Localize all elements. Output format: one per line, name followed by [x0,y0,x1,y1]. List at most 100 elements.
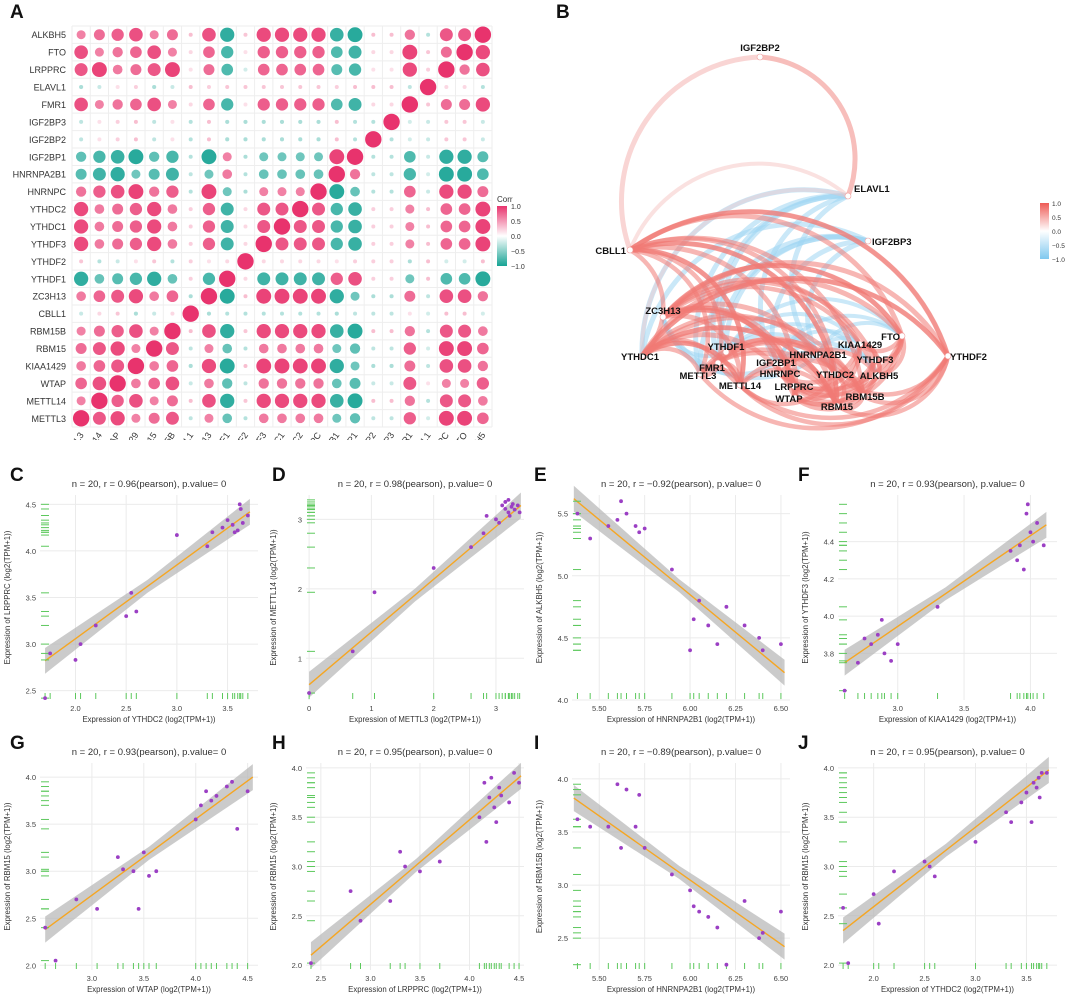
corr-dot [330,272,343,285]
data-point [637,530,642,535]
corr-dot [458,220,471,233]
row-label: RBM15 [36,344,66,354]
plot-title: n = 20, r = −0.92(pearson), p.value= 0 [601,479,761,490]
corr-dot [371,381,376,386]
corr-dot [220,27,235,42]
y-tick-label: 5.5 [558,510,568,519]
regression-line [308,504,522,686]
corr-dot [389,32,394,37]
network-node [864,237,872,245]
corr-dot [346,148,364,165]
corr-dot [225,259,230,264]
network-edge [639,187,851,359]
corr-dot [76,291,86,302]
x-tick-label: 3.5 [415,974,425,983]
panel-h: H n = 20, r = 0.95(pearson), p.value= 0 2… [266,733,532,1000]
y-tick-label: 4.4 [824,538,834,547]
y-tick-label: 3.0 [558,881,568,890]
corr-dot [426,346,431,351]
y-tick-label: 3.0 [824,863,834,872]
corr-dot [389,154,394,159]
corr-dot [131,169,141,179]
plot-title: n = 20, r = 0.98(pearson), p.value= 0 [338,479,492,490]
corr-dot [147,45,161,59]
corr-dot [220,202,234,216]
data-point [697,598,702,603]
data-point [757,635,762,640]
corr-dot [403,342,416,355]
data-point [214,794,219,798]
data-point [688,648,692,653]
corr-dot [348,219,362,234]
data-point [500,503,505,508]
data-point [506,497,511,502]
col-label: FMR1 [392,430,414,440]
corr-dot [313,169,324,180]
node-label: YTHDC1 [621,352,660,363]
corr-dot [371,32,376,37]
data-point [706,915,711,919]
network-node [772,359,780,367]
corr-dot [94,99,104,109]
corr-dot [279,119,285,124]
data-point [154,869,159,874]
correlation-heatmap: ALKBH5 FTO LRPPRC ELAVL1 FMR1 IGF2BP3 IGF2BP2 I… [13,25,525,440]
corr-dot [404,29,415,40]
corr-dot [426,241,431,246]
plot-title: n = 20, r = 0.95(pearson), p.value= 0 [870,747,1024,758]
panel-b: B IGF2BP2 ELAVL1 IGF2BP3 CBLL1 ZC3H13 YTHDC1 F… [530,0,1065,440]
corr-dot [112,203,124,215]
corr-dot [73,236,89,252]
corr-dot [203,64,215,76]
corr-dot [426,50,431,55]
corr-dot [276,378,288,389]
corr-dot [258,169,269,180]
network-edge [627,209,951,359]
corr-dot [439,289,454,304]
data-point [1036,775,1041,780]
corr-dot [79,259,84,264]
corr-dot [313,413,324,424]
corr-dot [203,46,215,58]
corr-dot [257,202,271,216]
corr-dot [457,341,473,357]
corr-dot [313,378,324,389]
x-axis-label: Expression of HNRNPA2B1 (log2(TPM+1)) [607,715,756,724]
data-point [973,839,978,844]
corr-dot [444,311,449,316]
corr-dot [371,398,376,403]
corr-dot [477,360,489,372]
corr-dot [256,358,272,374]
panel-g: G n = 20, r = 0.93(pearson), p.value= 0 3… [0,733,266,1000]
scatter-plot-e: n = 20, r = −0.92(pearson), p.value= 0 5.… [535,479,790,724]
legend-tick: −0.5 [511,249,525,256]
scatter-plot-h: n = 20, r = 0.95(pearson), p.value= 0 2.5… [269,747,524,994]
corr-dot [133,85,138,90]
data-point [507,513,512,518]
corr-dot [350,291,360,301]
data-point [869,642,874,646]
network-edge [639,275,951,359]
corr-dot [167,47,177,57]
corr-dot [371,119,376,124]
corr-dot [93,29,105,41]
corr-dot [334,119,339,124]
corr-dot [313,343,324,354]
data-point [935,604,940,609]
corr-dot [279,137,285,142]
x-axis-label: Expression of LRPPRC (log2(TPM+1)) [348,985,482,994]
corr-dot [371,363,376,369]
corr-dot [295,343,306,354]
corr-dot [402,62,417,77]
corr-dot [480,311,485,316]
panel-i: I n = 20, r = −0.89(pearson), p.value= 0… [532,733,798,1000]
corr-dot [109,375,126,392]
data-point [437,859,442,864]
corr-dot [76,30,86,40]
node-label: METTL3 [680,371,717,382]
data-point [124,614,129,619]
data-point [245,789,250,794]
data-point [174,533,179,537]
data-point [309,961,313,965]
corr-dot [243,294,248,299]
